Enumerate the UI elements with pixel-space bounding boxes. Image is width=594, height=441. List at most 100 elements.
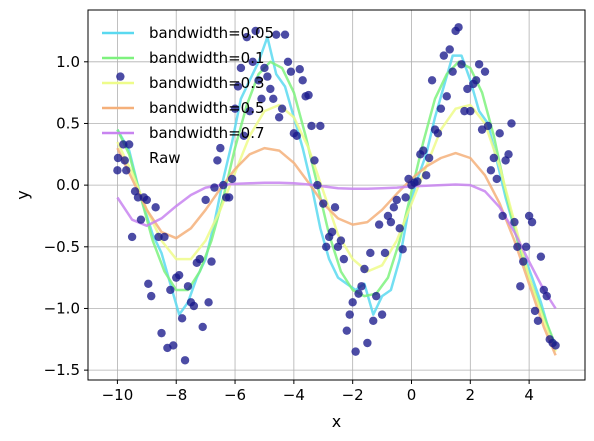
raw-data-point — [260, 63, 269, 73]
series-line-3 — [116, 146, 557, 356]
raw-data-point — [319, 199, 328, 208]
raw-data-point — [427, 76, 437, 85]
raw-data-point — [169, 341, 178, 350]
raw-data-point — [254, 76, 263, 85]
raw-data-point — [248, 57, 257, 66]
raw-data-point — [195, 254, 204, 264]
raw-data-point — [445, 45, 454, 54]
legend-label-1: bandwidth=0.1 — [149, 49, 265, 67]
raw-data-point — [210, 183, 219, 192]
raw-data-point — [245, 106, 254, 116]
raw-data-point — [292, 131, 301, 140]
raw-data-point — [372, 291, 381, 301]
raw-data-point — [216, 143, 225, 153]
raw-data-point — [201, 195, 210, 205]
raw-data-point — [154, 232, 163, 242]
y-axis-label: y — [13, 190, 32, 199]
x-tick-label: −10 — [102, 386, 134, 404]
x-tick-label: −4 — [283, 386, 305, 404]
raw-data-point — [342, 326, 351, 335]
raw-data-point — [113, 166, 122, 175]
raw-data-point — [133, 193, 143, 202]
raw-data-point — [495, 129, 504, 138]
raw-data-point — [480, 67, 490, 76]
raw-data-point — [183, 282, 193, 291]
raw-data-point — [124, 140, 134, 149]
raw-data-point — [507, 119, 516, 128]
raw-data-point — [463, 84, 472, 94]
raw-data-point — [227, 174, 237, 184]
raw-data-point — [295, 65, 304, 74]
raw-data-point — [536, 252, 546, 261]
raw-data-point — [357, 282, 366, 291]
legend-label-4: bandwidth=0.7 — [149, 124, 265, 142]
raw-data-point — [213, 156, 222, 165]
legend-label-2: bandwidth=0.3 — [149, 74, 265, 92]
raw-data-point — [419, 146, 428, 155]
raw-data-point — [377, 310, 387, 319]
raw-data-point — [177, 314, 187, 323]
raw-data-point — [345, 310, 354, 319]
raw-data-point — [233, 82, 243, 91]
raw-data-point — [504, 150, 513, 159]
raw-data-point — [174, 270, 184, 280]
raw-data-point — [257, 94, 266, 104]
raw-data-point — [460, 106, 469, 116]
raw-data-point — [251, 26, 260, 36]
raw-data-point — [413, 177, 422, 186]
raw-data-point — [474, 60, 484, 69]
raw-data-point — [307, 121, 316, 131]
raw-data-point — [366, 248, 375, 258]
raw-data-point — [147, 291, 156, 301]
raw-data-point — [483, 121, 493, 131]
x-tick-label: −8 — [165, 386, 187, 404]
raw-data-point — [180, 356, 190, 365]
legend-swatch-raw — [113, 153, 123, 163]
raw-data-point — [439, 51, 449, 60]
raw-data-point — [386, 217, 396, 227]
raw-data-point — [424, 153, 434, 163]
y-tick-label: 1.0 — [56, 53, 80, 71]
raw-data-point — [236, 63, 246, 73]
legend-label-3: bandwidth=0.5 — [149, 99, 265, 117]
raw-data-point — [322, 242, 331, 251]
y-tick-label: −1.0 — [44, 299, 80, 317]
raw-data-point — [389, 203, 399, 212]
y-tick-label: 0.0 — [56, 176, 80, 194]
raw-data-point — [116, 72, 125, 81]
raw-data-point — [304, 90, 313, 100]
raw-data-point — [166, 285, 175, 295]
raw-data-point — [142, 195, 152, 205]
raw-data-point — [551, 341, 560, 350]
raw-data-point — [471, 76, 481, 85]
raw-data-point — [513, 242, 522, 251]
raw-data-point — [530, 306, 540, 316]
legend-label-0: bandwidth=0.05 — [149, 24, 274, 42]
raw-data-point — [157, 328, 166, 338]
x-tick-label: −2 — [342, 386, 364, 404]
raw-data-point — [230, 104, 240, 113]
raw-data-point — [219, 180, 228, 190]
raw-data-point — [122, 166, 131, 175]
raw-data-point — [527, 217, 537, 227]
raw-data-point — [448, 67, 457, 76]
raw-data-point — [263, 72, 272, 81]
raw-data-point — [363, 338, 372, 348]
raw-data-point — [151, 203, 160, 212]
axis-ticks: −10 −8 −6 −4 −2 0 2 4 −1.5 −1.0 −0.5 0.0 0.5 1.0 — [44, 53, 534, 404]
raw-data-point — [144, 279, 153, 288]
raw-data-point — [160, 232, 169, 242]
raw-data-point — [516, 282, 525, 291]
y-tick-label: −0.5 — [44, 238, 80, 256]
raw-data-point — [533, 316, 543, 325]
x-tick-label: −6 — [224, 386, 246, 404]
raw-data-point — [454, 23, 463, 32]
raw-data-point — [269, 94, 278, 104]
raw-data-point — [224, 193, 234, 202]
y-tick-label: −1.5 — [44, 361, 80, 379]
raw-data-point — [127, 232, 137, 242]
raw-data-point — [360, 264, 369, 274]
raw-data-point — [298, 76, 307, 85]
y-tick-label: 0.5 — [56, 114, 80, 132]
